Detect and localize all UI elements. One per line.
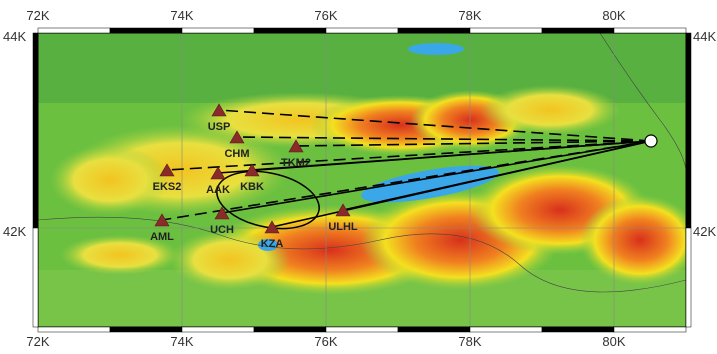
frame-bar xyxy=(470,28,542,33)
frame-bar xyxy=(326,28,398,33)
source-marker xyxy=(645,135,657,147)
x-tick-label: 74K xyxy=(170,334,193,349)
frame-bar xyxy=(254,327,326,332)
station-label: KZA xyxy=(261,238,284,250)
frame-bar xyxy=(33,228,38,327)
x-tick-label: 78K xyxy=(458,334,481,349)
x-tick-label: 72K xyxy=(26,334,49,349)
station-label: KBK xyxy=(240,181,264,193)
frame-bar xyxy=(33,33,38,228)
station-label: AML xyxy=(150,231,174,243)
x-tick-label: 74K xyxy=(170,8,193,23)
frame-bar xyxy=(398,28,470,33)
map-figure: USP CHM TKM2 EKS2 AAK KBK AML UCH KZA ULHL 72K 72K… xyxy=(0,0,717,349)
frame-bar xyxy=(686,228,691,327)
frame-bar xyxy=(614,28,686,33)
frame-bar xyxy=(110,28,182,33)
frame-bar xyxy=(470,327,542,332)
frame-bar xyxy=(686,33,691,228)
station-label: AAK xyxy=(206,184,230,196)
x-tick-label: 78K xyxy=(458,8,481,23)
frame-bar xyxy=(542,327,614,332)
frame-bar xyxy=(542,28,614,33)
frame-bar xyxy=(254,28,326,33)
x-tick-label: 76K xyxy=(314,8,337,23)
x-tick-label: 80K xyxy=(602,334,625,349)
station-label: ULHL xyxy=(328,221,358,233)
y-tick-label: 44K xyxy=(3,29,26,44)
frame-bar xyxy=(38,28,110,33)
station-label: TKM2 xyxy=(281,157,311,169)
station-label: UCH xyxy=(210,224,234,236)
x-tick-label: 80K xyxy=(602,8,625,23)
y-tick-label: 42K xyxy=(3,224,26,239)
station-label: EKS2 xyxy=(153,181,182,193)
x-tick-label: 76K xyxy=(314,334,337,349)
frame-bar xyxy=(182,28,254,33)
frame-bar xyxy=(182,327,254,332)
y-tick-label: 42K xyxy=(693,224,716,239)
station-label: CHM xyxy=(224,148,249,160)
frame-bar xyxy=(110,327,182,332)
frame-bar xyxy=(398,327,470,332)
terrain xyxy=(38,33,700,327)
frame-bar xyxy=(38,327,110,332)
station-label: USP xyxy=(208,121,231,133)
frame-bar xyxy=(614,327,686,332)
y-tick-label: 44K xyxy=(693,29,716,44)
x-tick-label: 72K xyxy=(26,8,49,23)
frame-bar xyxy=(326,327,398,332)
